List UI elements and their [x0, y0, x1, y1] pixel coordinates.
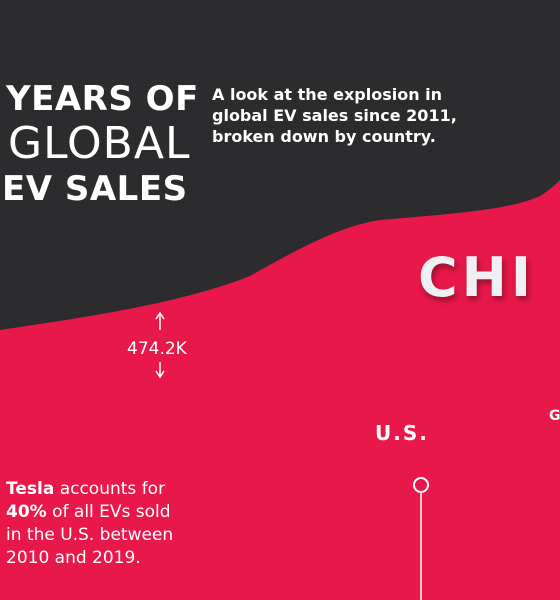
- annotation-line-4: 2010 and 2019.: [6, 548, 141, 568]
- title-line-3: EV SALES: [2, 169, 188, 209]
- data-label-value: 474.2K: [127, 339, 187, 359]
- subtitle-line-1: A look at the explosion in: [212, 85, 443, 104]
- annotation-text-1: accounts for: [54, 479, 166, 499]
- annotation-pct: 40%: [6, 502, 47, 522]
- annotation-brand: Tesla: [6, 479, 55, 499]
- value-marker-arrow-top: [155, 311, 165, 320]
- series-china-area: [0, 180, 560, 600]
- series-label-china: CHI: [418, 246, 535, 309]
- annotation-text-2: of all EVs sold: [46, 502, 171, 522]
- title-line-2: GLOBAL: [8, 118, 191, 169]
- subtitle-line-2: global EV sales since 2011,: [212, 106, 457, 125]
- subtitle: A look at the explosion in global EV sal…: [212, 84, 462, 147]
- value-marker-arrow-bottom: [155, 370, 165, 379]
- title-line-1: YEARS OF: [6, 79, 199, 119]
- subtitle-line-3: broken down by country.: [212, 127, 436, 146]
- annotation-marker: [413, 477, 429, 493]
- series-label-germany: G: [549, 408, 560, 424]
- tesla-annotation: Tesla accounts for 40% of all EVs sold i…: [6, 478, 206, 570]
- title: YEARS OF GLOBAL EV SALES: [0, 82, 199, 206]
- series-label-us: U.S.: [375, 421, 429, 445]
- annotation-line-3: in the U.S. between: [6, 525, 174, 545]
